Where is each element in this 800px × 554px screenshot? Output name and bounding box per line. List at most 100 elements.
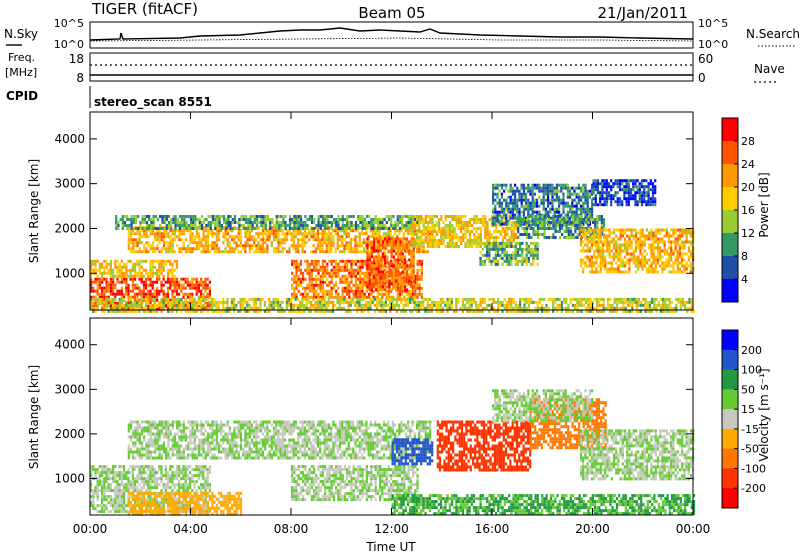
power-echo-cell <box>608 240 611 244</box>
power-echo-cell <box>98 295 101 299</box>
power-echo-cell <box>512 236 515 239</box>
power-echo-cell <box>334 250 337 254</box>
power-echo-cell <box>381 252 384 256</box>
power-echo-cell <box>312 244 315 248</box>
power-echo-cell <box>195 289 198 293</box>
power-echo-cell <box>586 204 589 208</box>
power-echo-cell <box>626 246 629 250</box>
power-echo-cell <box>392 246 395 250</box>
power-echo-cell <box>634 240 638 244</box>
power-echo-cell <box>384 246 387 250</box>
power-echo-cell <box>131 303 134 307</box>
power-echo-cell <box>596 182 600 186</box>
power-echo-cell <box>531 222 534 226</box>
power-echo-cell <box>291 259 294 263</box>
power-echo-cell <box>525 262 528 266</box>
power-echo-cell <box>547 218 551 221</box>
power-echo-cell <box>500 207 503 211</box>
power-echo-cell <box>407 289 410 293</box>
power-echo-cell <box>366 246 369 250</box>
power-echo-cell <box>403 224 406 227</box>
power-echo-cell <box>687 231 690 235</box>
power-echo-cell <box>479 256 482 260</box>
power-echo-cell <box>600 221 603 224</box>
power-echo-cell <box>615 255 618 259</box>
power-echo-cell <box>385 289 388 293</box>
power-echo-cell <box>384 261 387 265</box>
power-echo-cell <box>310 271 313 275</box>
power-echo-cell <box>200 250 203 254</box>
power-echo-cell <box>200 241 203 245</box>
power-echo-cell <box>503 213 506 217</box>
power-echo-cell <box>608 267 611 271</box>
power-echo-cell <box>96 292 99 296</box>
power-echo-cell <box>576 227 579 230</box>
power-echo-cell <box>336 241 339 245</box>
power-echo-cell <box>492 210 495 214</box>
power-echo-cell <box>352 292 355 296</box>
power-echo-cell <box>617 243 620 247</box>
power-echo-cell <box>272 250 276 254</box>
power-echo-cell <box>346 268 349 272</box>
power-echo-cell <box>553 186 556 190</box>
power-echo-cell <box>650 228 653 232</box>
power-echo-cell <box>118 300 121 304</box>
power-echo-cell <box>149 232 152 236</box>
power-echo-cell <box>335 218 338 221</box>
power-echo-cell <box>250 229 254 233</box>
power-echo-cell <box>495 239 498 242</box>
power-echo-cell <box>554 230 557 233</box>
power-echo-cell <box>583 218 586 221</box>
power-echo-cell <box>522 195 525 199</box>
power-echo-cell <box>629 179 633 183</box>
power-echo-cell <box>260 224 263 227</box>
power-echo-cell <box>308 289 311 293</box>
power-echo-cell <box>279 238 282 242</box>
power-echo-cell <box>348 268 351 272</box>
power-echo-cell <box>359 259 362 263</box>
power-echo-cell <box>641 264 644 268</box>
power-echo-cell <box>346 218 349 221</box>
power-echo-cell <box>127 235 130 239</box>
power-echo-cell <box>623 237 627 241</box>
power-echo-cell <box>501 241 504 245</box>
power-echo-cell <box>358 250 361 254</box>
power-echo-cell <box>372 289 375 293</box>
power-echo-cell <box>426 250 430 254</box>
power-echo-cell <box>94 298 97 302</box>
power-echo-cell <box>145 277 148 281</box>
power-echo-cell <box>639 240 642 244</box>
power-echo-cell <box>101 292 104 296</box>
power-echo-cell <box>174 218 177 221</box>
power-echo-cell <box>118 262 121 266</box>
power-echo-cell <box>191 283 194 287</box>
power-echo-cell <box>200 289 203 293</box>
power-echo-cell <box>685 237 688 241</box>
power-echo-cell <box>374 227 377 230</box>
power-echo-cell <box>310 268 313 272</box>
power-echo-cell <box>648 264 651 268</box>
power-echo-cell <box>257 247 260 251</box>
power-echo-cell <box>455 233 458 236</box>
power-echo-cell <box>405 215 408 218</box>
power-echo-cell <box>360 241 364 245</box>
power-echo-cell <box>618 197 622 201</box>
power-echo-cell <box>337 268 340 272</box>
power-echo-cell <box>599 255 602 259</box>
power-echo-cell <box>103 271 106 275</box>
power-echo-cell <box>654 270 657 274</box>
power-echo-cell <box>184 247 188 251</box>
power-echo-cell <box>499 247 502 251</box>
power-echo-cell <box>304 215 307 218</box>
power-echo-cell <box>251 215 254 218</box>
power-echo-cell <box>433 245 436 248</box>
power-echo-cell <box>286 229 289 233</box>
power-echo-cell <box>525 186 528 190</box>
power-echo-cell <box>449 227 452 230</box>
power-echo-cell <box>136 238 139 242</box>
power-echo-cell <box>235 244 238 248</box>
power-echo-cell <box>151 247 155 251</box>
power-echo-cell <box>604 228 607 232</box>
power-echo-cell <box>361 280 364 284</box>
power-echo-cell <box>591 186 594 190</box>
